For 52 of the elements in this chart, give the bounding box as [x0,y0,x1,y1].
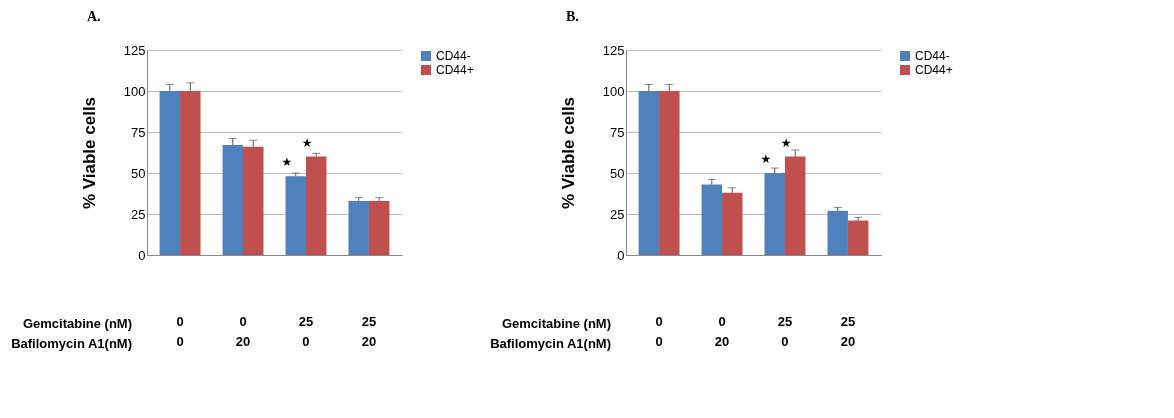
annotation: ★ [780,135,792,150]
bar [368,200,390,255]
x-tick-label: 0 20 [235,313,251,349]
text: Bafilomycin A1(nM) [11,336,132,351]
text: Bafilomycin A1(nM) [490,336,611,351]
y-tick-label: 75 [131,124,146,140]
y-tick-label: 50 [610,165,625,181]
text: Gemcitabine (nM) [501,316,611,331]
x-tick-label: 0 0 [655,313,663,349]
text: Gemcitabine (nM) [22,316,132,331]
bar [701,184,723,255]
bar [159,91,181,255]
bar [243,146,264,255]
x-tick-label: 25 20 [840,313,856,349]
legend-label: CD44- [915,49,950,63]
bar [764,173,785,255]
y-tick-label: 25 [610,206,625,222]
bar [305,156,327,255]
y-tick-label: 50 [131,165,146,181]
x-tick-label: 25 0 [777,313,793,349]
y-tick-label: 75 [610,124,625,140]
annotation: ★ [760,152,772,166]
bar [784,156,806,255]
y-axis-title: % Viable cells [558,96,578,210]
legend-label: CD44- [436,49,471,63]
y-tick-label: 100 [123,83,146,99]
bar [827,210,848,255]
bar [348,200,369,255]
bar [659,91,680,255]
y-tick-label: 100 [602,83,625,99]
annotation: ★ [281,155,293,170]
x-tick-label: 0 20 [714,313,730,349]
chart-title: B. [566,9,579,24]
y-tick-label: 0 [138,247,146,263]
y-tick-label: 0 [617,247,625,263]
annotation: ★ [301,135,313,150]
legend-label: CD44+ [915,63,953,77]
bar [847,220,869,255]
bar [222,145,244,255]
bar [285,176,306,255]
chart-title: A. [87,9,101,24]
y-tick-label: 125 [602,42,625,58]
y-tick-label: 125 [123,42,146,58]
bar [722,192,743,255]
x-tick-label: 25 20 [361,313,377,349]
legend-label: CD44+ [436,63,474,77]
bar [180,91,201,255]
bar [638,91,660,255]
x-tick-label: 25 0 [298,313,314,349]
x-tick-label: 0 0 [176,313,184,349]
y-axis-title: % Viable cells [79,96,99,210]
y-tick-label: 25 [131,206,146,222]
